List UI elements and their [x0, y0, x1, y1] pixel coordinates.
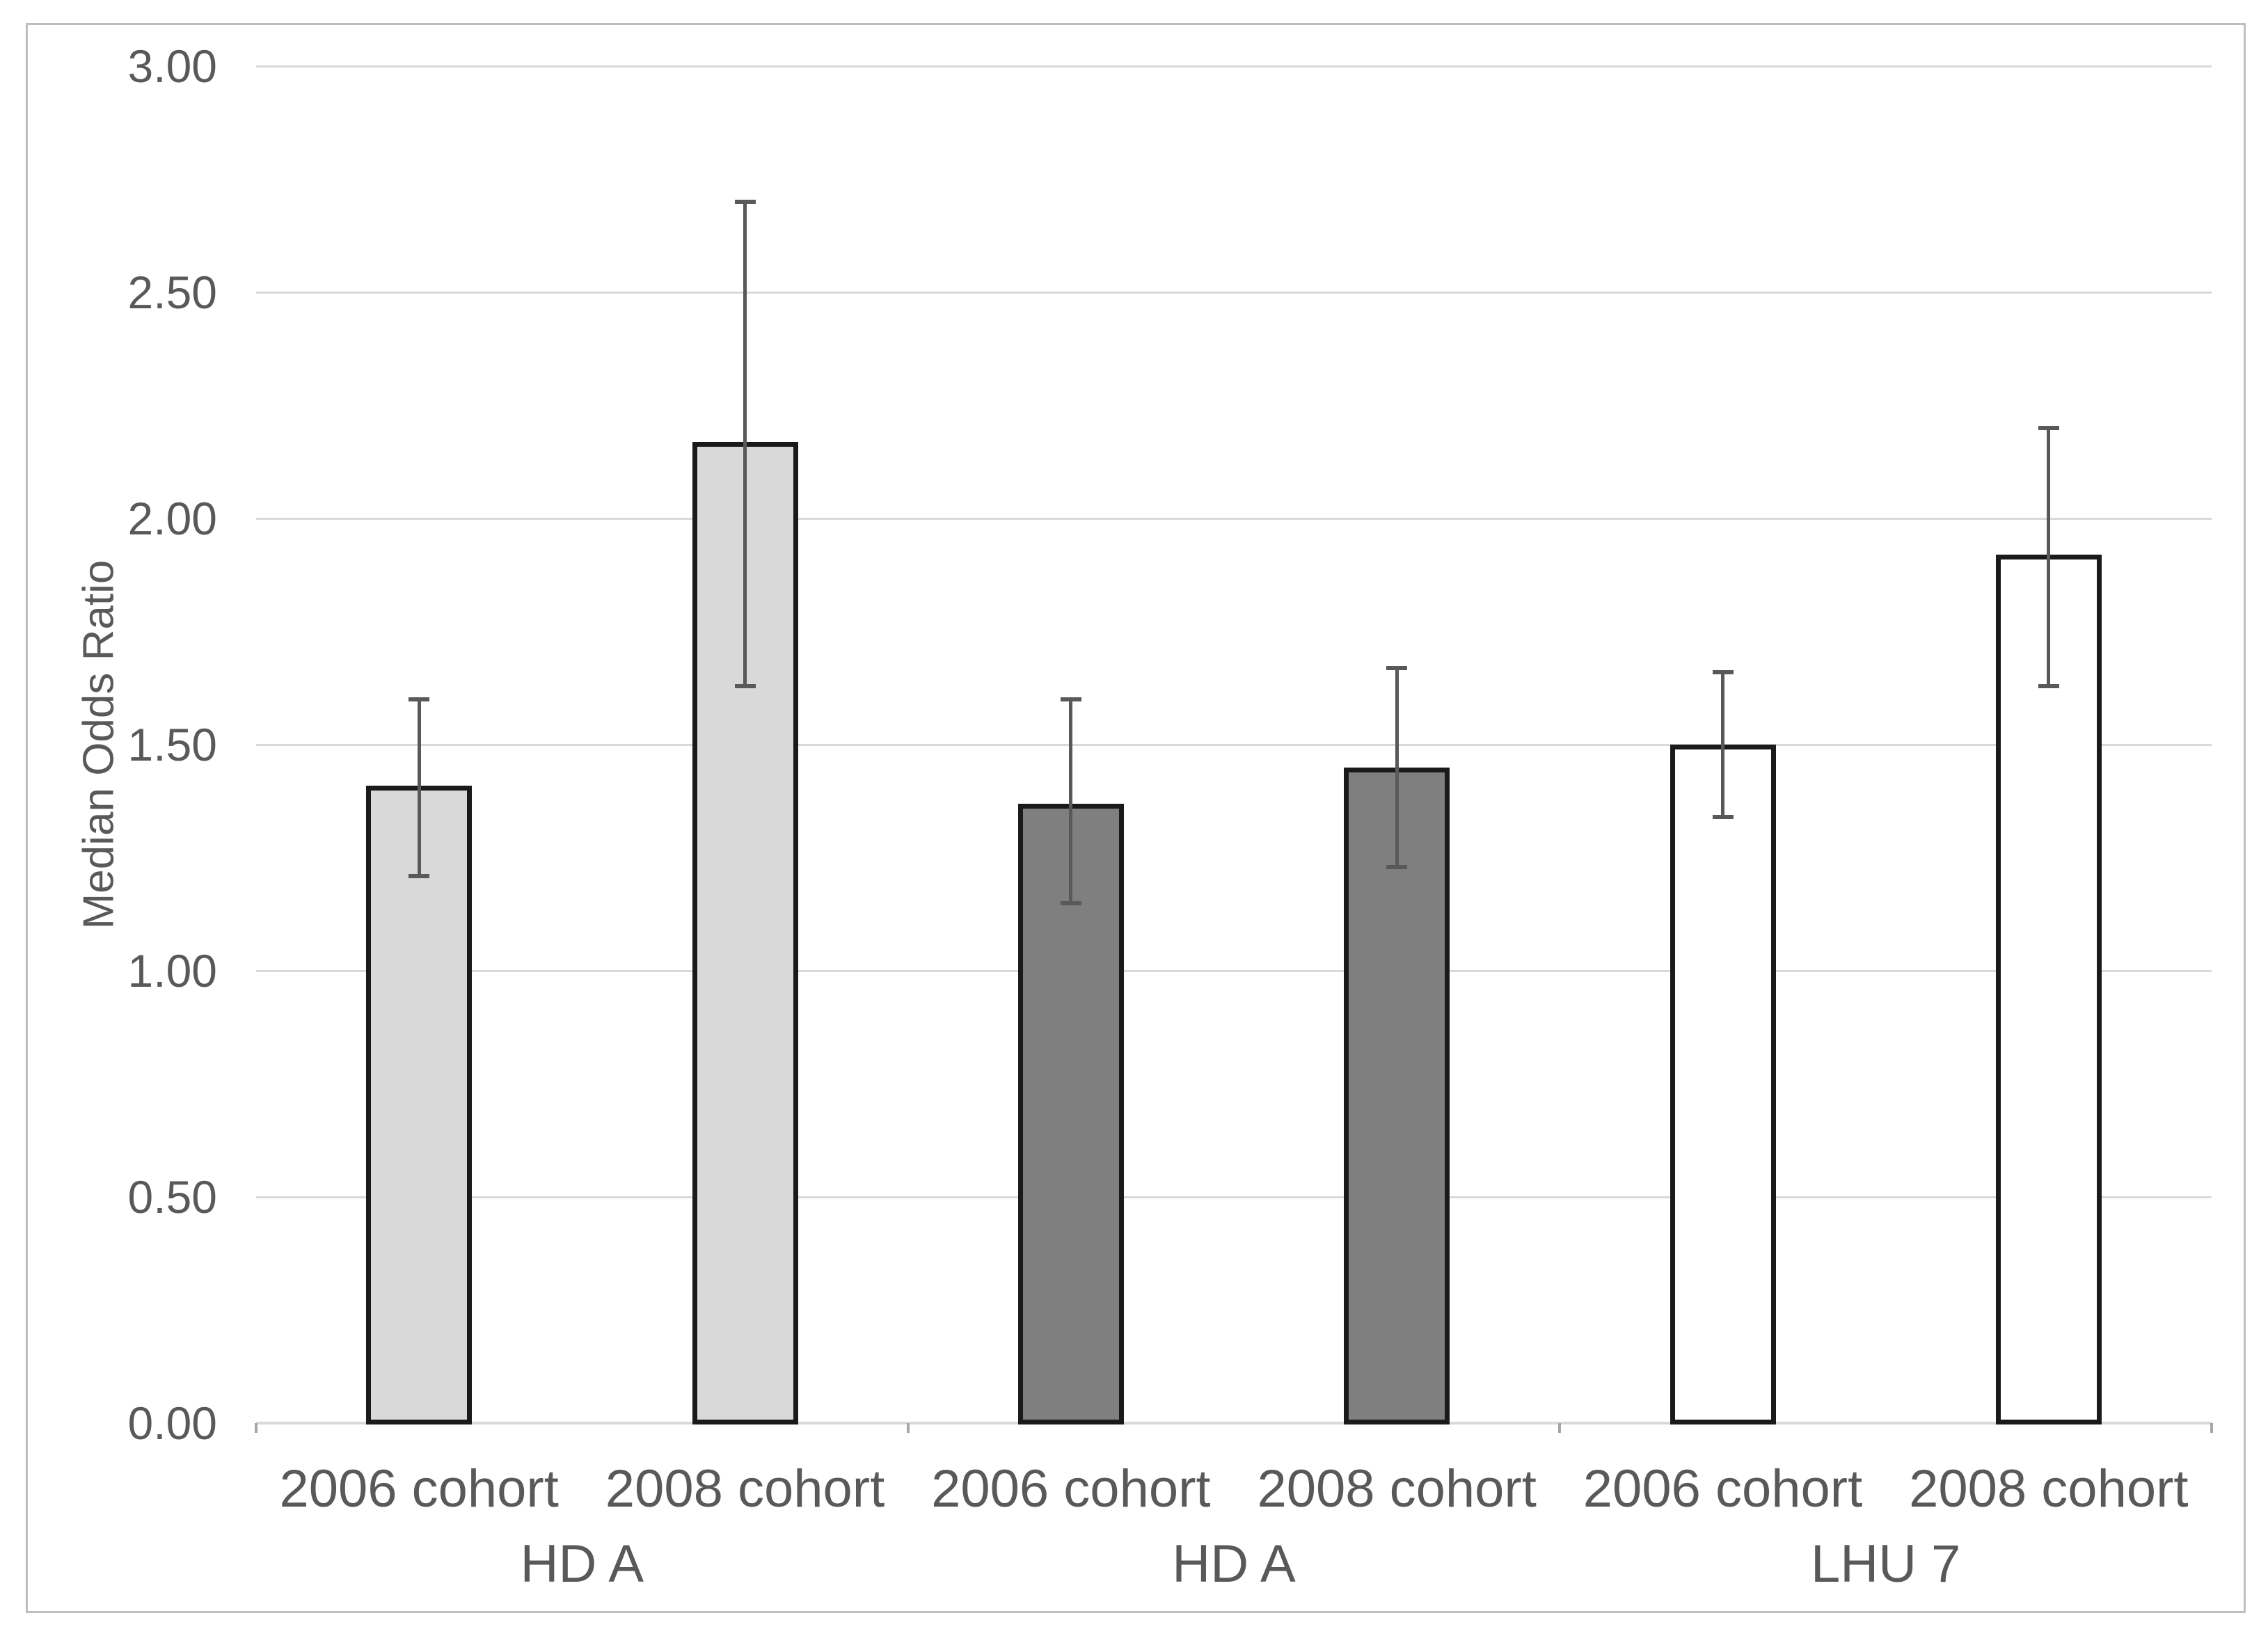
gridline: [256, 517, 2212, 520]
error-bar-cap-top: [1386, 665, 1408, 670]
x-tick-label: 2006 cohort: [931, 1459, 1211, 1518]
error-bar-cap-bottom: [2038, 683, 2059, 688]
y-tick-label: 0.00: [127, 1397, 217, 1449]
x-axis-line: [256, 1422, 2212, 1424]
x-tick-label: 2008 cohort: [1909, 1459, 2189, 1518]
error-bar-cap-top: [409, 697, 430, 701]
gridline: [256, 969, 2212, 972]
axis-group-tick: [2210, 1423, 2213, 1433]
error-bar-cap-bottom: [734, 683, 756, 688]
gridline: [256, 1196, 2212, 1198]
bar: [1344, 767, 1450, 1424]
bar: [366, 785, 473, 1424]
error-bar-cap-bottom: [1386, 864, 1408, 869]
error-bar-line: [2047, 428, 2051, 686]
error-bar-line: [743, 202, 747, 686]
error-bar-line: [1721, 672, 1724, 817]
x-tick-label: 2006 cohort: [1583, 1459, 1863, 1518]
axis-group-tick: [1558, 1423, 1562, 1433]
error-bar-line: [417, 699, 421, 876]
x-tick-label: 2008 cohort: [1257, 1459, 1537, 1518]
y-tick-label: 1.50: [127, 719, 217, 770]
x-tick-label: 2008 cohort: [605, 1459, 885, 1518]
y-tick-label: 3.00: [127, 40, 217, 92]
error-bar-cap-top: [1712, 670, 1734, 674]
error-bar-cap-top: [734, 200, 756, 204]
error-bar-cap-bottom: [1060, 900, 1081, 905]
x-group-label: LHU 7: [1810, 1534, 1961, 1594]
x-tick-label: 2006 cohort: [279, 1459, 559, 1518]
bar: [1670, 745, 1776, 1424]
error-bar-line: [1069, 699, 1073, 903]
gridline: [256, 291, 2212, 294]
error-bar-cap-top: [2038, 426, 2059, 430]
gridline: [256, 65, 2212, 68]
y-tick-label: 2.50: [127, 267, 217, 318]
error-bar-cap-top: [1060, 697, 1081, 701]
y-tick-label: 1.00: [127, 945, 217, 997]
x-group-label: HD A: [520, 1534, 644, 1594]
error-bar-cap-bottom: [1712, 815, 1734, 819]
y-axis-title: Median Odds Ratio: [74, 559, 123, 930]
bar: [1995, 555, 2102, 1424]
error-bar-cap-bottom: [409, 873, 430, 878]
axis-group-tick: [255, 1423, 257, 1433]
chart-frame: [26, 23, 2246, 1613]
axis-group-tick: [906, 1423, 910, 1433]
bar: [1017, 803, 1124, 1424]
error-bar-line: [1395, 667, 1399, 867]
gridline: [256, 743, 2212, 746]
x-group-label: HD A: [1172, 1534, 1296, 1594]
y-tick-label: 2.00: [127, 493, 217, 544]
y-tick-label: 0.50: [127, 1171, 217, 1223]
